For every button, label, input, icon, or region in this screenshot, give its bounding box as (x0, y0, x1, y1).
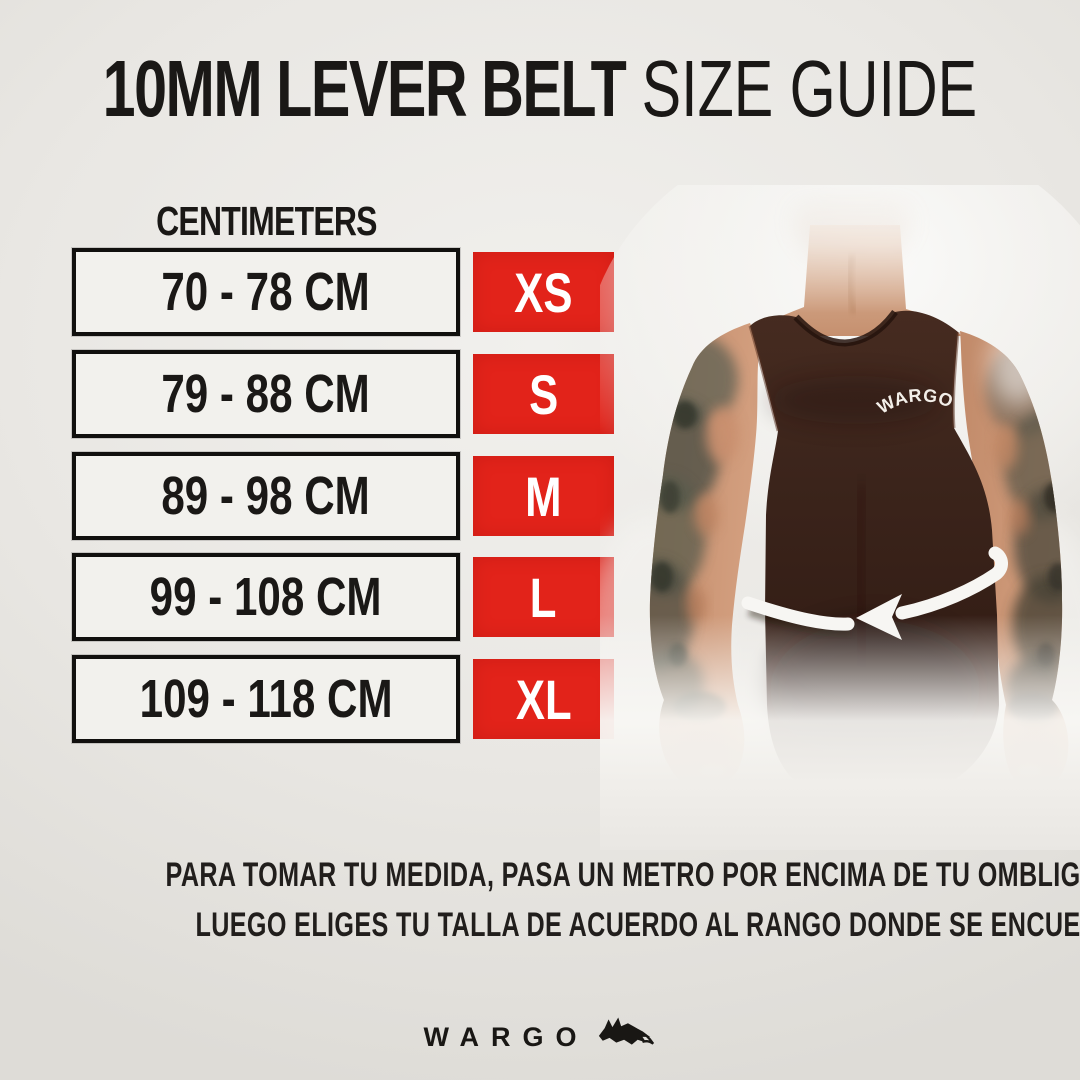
size-badge-xs: XS (473, 252, 614, 332)
table-row-range-l: 99 - 108 CM (72, 553, 460, 641)
size-badge-xl: XL (473, 659, 614, 739)
footer-brand: WARGO (0, 1000, 1080, 1060)
instruction-line-1: PARA TOMAR TU MEDIDA, PASA UN METRO POR … (165, 856, 1080, 894)
page-title-suffix: SIZE GUIDE (641, 44, 978, 133)
page-title: 10MM LEVER BELT SIZE GUIDE (0, 46, 1080, 132)
photo-bottom-fade (600, 615, 1080, 850)
units-column-header: CENTIMETERS (155, 197, 377, 244)
page-title-product: 10MM LEVER BELT (102, 44, 627, 133)
size-badge-s: S (473, 354, 614, 434)
table-row-range-m: 89 - 98 CM (72, 452, 460, 540)
brand-wordmark: WARGO (423, 1021, 589, 1052)
table-row-range-xs: 70 - 78 CM (72, 248, 460, 336)
model-neck (748, 185, 962, 336)
table-row-range-s: 79 - 88 CM (72, 350, 460, 438)
table-row-range-xl: 109 - 118 CM (72, 655, 460, 743)
size-badge-l: L (473, 557, 614, 637)
model-photo: WARGO (600, 185, 1080, 850)
instruction-line-2: LUEGO ELIGES TU TALLA DE ACUERDO AL RANG… (195, 906, 1080, 944)
size-badge-m: M (473, 456, 614, 536)
wolf-logo-icon (598, 1017, 654, 1045)
